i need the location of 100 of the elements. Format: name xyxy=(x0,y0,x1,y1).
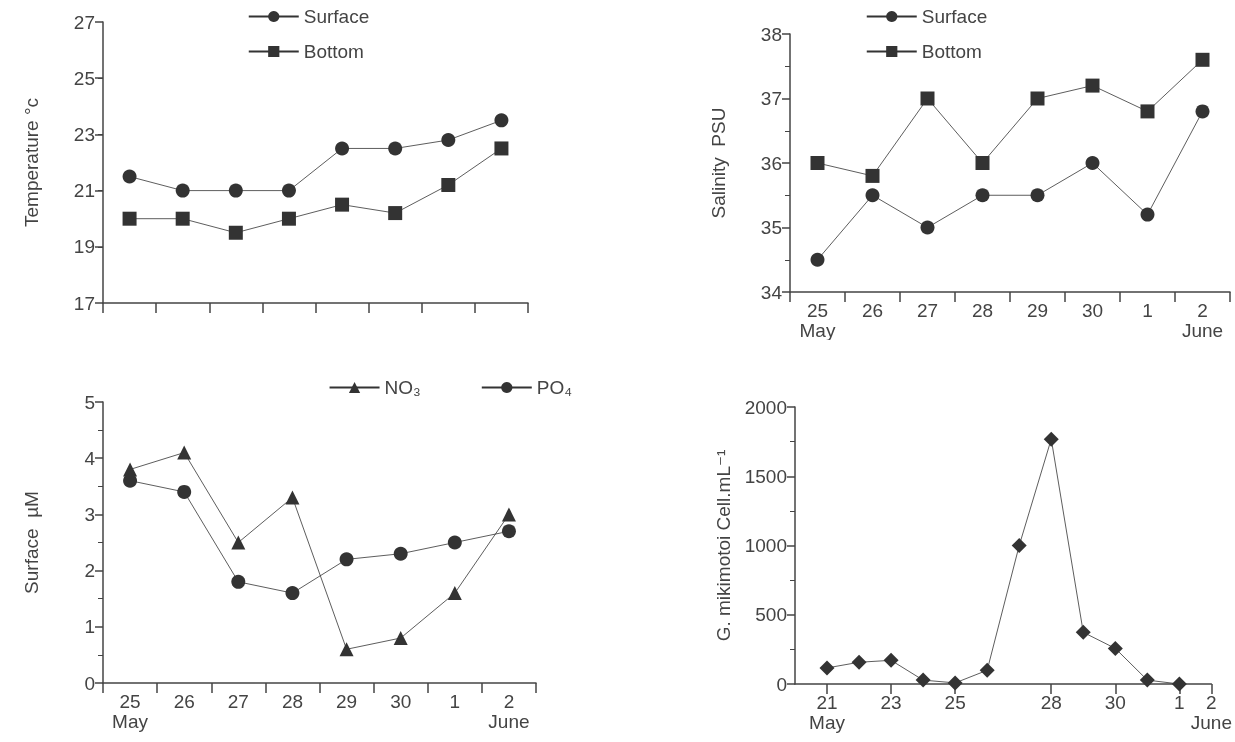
legend-label: Bottom xyxy=(303,41,364,62)
point xyxy=(975,156,990,170)
point xyxy=(920,91,935,106)
y-tick-label: 2000 xyxy=(744,396,787,418)
point xyxy=(228,225,243,240)
x-tick-label: 2 June xyxy=(488,690,530,732)
x-tick-label: 2 June xyxy=(1190,691,1232,733)
point xyxy=(501,507,516,522)
y-tick-label: 37 xyxy=(760,88,782,109)
point xyxy=(335,197,350,212)
point xyxy=(494,113,509,128)
point xyxy=(393,546,408,561)
y-axis-title: Temperature °c xyxy=(21,97,42,228)
x-tick-label: 28 xyxy=(971,299,994,321)
y-tick-label: 35 xyxy=(760,217,782,238)
point xyxy=(1139,672,1155,688)
x-tick-label: 21 May xyxy=(809,691,846,733)
point xyxy=(231,535,246,550)
point xyxy=(1030,188,1045,203)
point xyxy=(810,156,825,170)
point xyxy=(865,168,880,183)
legend-label: PO₄ xyxy=(536,377,573,398)
point xyxy=(335,141,350,156)
y-axis-title: Salinity PSU xyxy=(708,107,729,219)
point xyxy=(339,642,354,657)
y-tick-label: 23 xyxy=(73,123,95,145)
y-tick-label: 1 xyxy=(84,616,95,638)
point xyxy=(1195,52,1210,67)
x-tick-label: 30 xyxy=(1104,691,1126,713)
x-tick-label: 1 xyxy=(1142,299,1153,321)
legend-label: Surface xyxy=(921,6,988,27)
y-tick-label: 34 xyxy=(760,281,783,303)
point xyxy=(447,535,462,550)
point xyxy=(1011,538,1027,553)
point xyxy=(441,133,456,148)
y-tick-label: 1500 xyxy=(744,465,787,487)
y-tick-label: 500 xyxy=(755,604,787,626)
x-tick-label: 27 xyxy=(227,690,249,712)
x-tick-label: 1 xyxy=(449,690,461,712)
point xyxy=(819,660,835,676)
y-tick-label: 25 xyxy=(73,67,95,89)
x-tick-label: 30 xyxy=(390,690,412,712)
point xyxy=(339,552,354,567)
y-tick-label: 0 xyxy=(776,673,787,695)
legend-label: Surface xyxy=(303,6,370,27)
point xyxy=(122,211,137,226)
y-tick-label: 2 xyxy=(84,560,95,582)
y-tick-label: 19 xyxy=(73,236,95,258)
x-tick-label: 25 May xyxy=(112,690,149,732)
point xyxy=(975,188,990,203)
point xyxy=(177,484,192,499)
point xyxy=(447,586,462,601)
point xyxy=(883,652,899,668)
point xyxy=(441,177,456,192)
x-tick-label: 30 xyxy=(1081,299,1104,321)
legend-label: NO₃ xyxy=(384,377,421,398)
x-tick-label: 1 xyxy=(1174,691,1185,713)
point xyxy=(388,206,403,221)
point xyxy=(1085,156,1100,170)
y-tick-label: 36 xyxy=(760,152,782,174)
x-tick-label: 29 xyxy=(335,690,358,712)
point xyxy=(285,586,300,601)
y-tick-label: 4 xyxy=(84,447,96,469)
x-tick-label: 25 May xyxy=(799,299,836,341)
x-tick-label: 27 xyxy=(916,299,939,321)
x-tick-label: 28 xyxy=(1040,691,1062,713)
point xyxy=(393,631,408,646)
point xyxy=(1140,207,1155,222)
y-axis-title: Surface µM xyxy=(21,491,42,594)
x-tick-label: 26 xyxy=(861,299,884,321)
point xyxy=(1140,104,1155,119)
x-tick-label: 23 xyxy=(880,691,902,713)
point xyxy=(920,220,935,235)
point xyxy=(915,672,931,688)
y-tick-label: 3 xyxy=(84,503,95,525)
legend-label: Bottom xyxy=(921,41,982,62)
point xyxy=(865,188,880,203)
point xyxy=(281,183,296,198)
x-tick-label: 25 xyxy=(944,691,966,713)
point xyxy=(979,662,995,678)
y-tick-label: 1000 xyxy=(744,535,787,556)
y-tick-label: 21 xyxy=(73,180,95,202)
point xyxy=(501,524,516,539)
y-tick-label: 17 xyxy=(73,292,95,314)
point xyxy=(177,445,192,460)
point xyxy=(1171,676,1187,692)
y-axis-title: G. mikimotoi Cell.mL⁻¹ xyxy=(713,449,734,642)
point xyxy=(285,490,300,505)
point xyxy=(494,141,509,156)
point xyxy=(388,141,403,156)
point xyxy=(1195,104,1210,119)
point xyxy=(122,169,137,184)
point xyxy=(228,183,243,198)
x-tick-label: 29 xyxy=(1026,299,1049,321)
point xyxy=(175,211,190,226)
x-tick-label: 26 xyxy=(173,690,195,712)
point xyxy=(851,654,867,670)
point xyxy=(1085,78,1100,93)
point xyxy=(1030,91,1045,106)
y-tick-label: 27 xyxy=(73,11,95,33)
